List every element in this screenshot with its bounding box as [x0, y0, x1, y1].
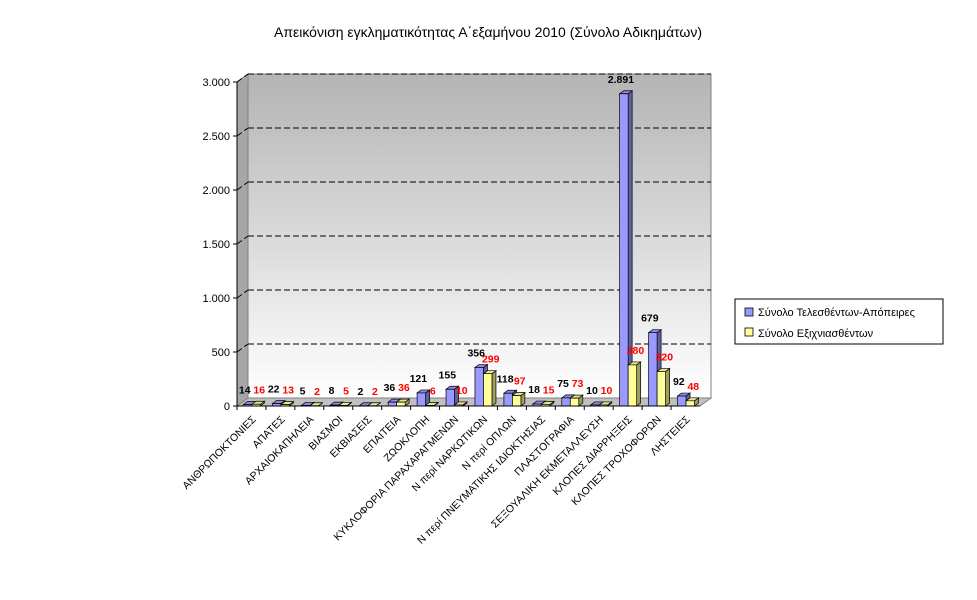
bar-telesthenton-face	[416, 392, 426, 407]
gridline-side	[236, 343, 249, 353]
data-label-exichniasthenton: 36	[398, 382, 410, 394]
chart-title: Απεικόνιση εγκληματικότητας Α΄εξαμήνου 2…	[274, 24, 702, 40]
data-label-telesthenton: 22	[268, 384, 280, 396]
y-tick-label: 1.500	[202, 239, 230, 251]
bar-telesthenton-face	[677, 395, 687, 407]
data-label-exichniasthenton: 2	[314, 386, 320, 398]
gridline-side	[236, 181, 249, 191]
bar-telesthenton-face	[503, 392, 513, 407]
data-label-telesthenton: 75	[557, 378, 569, 390]
bar-telesthenton-face	[387, 401, 398, 407]
bar-telesthenton-face	[619, 93, 629, 407]
legend-swatch-exichniasthenton	[744, 327, 754, 337]
data-label-exichniasthenton: 299	[482, 354, 500, 366]
data-label-exichniasthenton: 6	[430, 385, 436, 397]
bar-exichniasthenton-face	[396, 401, 406, 407]
bar-exichniasthenton-face	[656, 371, 666, 407]
bar-exichniasthenton-face	[685, 400, 695, 407]
gridline-side	[236, 73, 249, 83]
data-label-telesthenton: 2.891	[608, 74, 634, 86]
data-label-telesthenton: 118	[497, 373, 514, 385]
data-label-telesthenton: 5	[300, 385, 306, 397]
data-label-exichniasthenton: 13	[282, 385, 294, 397]
data-label-exichniasthenton: 10	[601, 385, 613, 397]
bar-exichniasthenton	[684, 397, 700, 407]
data-label-telesthenton: 121	[410, 373, 428, 385]
data-label-exichniasthenton: 5	[343, 385, 349, 397]
gridline-side	[236, 127, 249, 137]
bar-telesthenton-face	[445, 388, 455, 407]
bar-exichniasthenton	[482, 370, 498, 407]
data-label-telesthenton: 92	[673, 376, 685, 388]
data-label-telesthenton: 155	[439, 369, 457, 381]
bar-exichniasthenton-face	[636, 361, 642, 407]
legend-box	[734, 298, 944, 345]
data-label-telesthenton: 356	[467, 348, 485, 360]
data-label-exichniasthenton: 380	[627, 345, 645, 357]
y-tick-label: 2.500	[202, 131, 230, 143]
data-label-exichniasthenton: 15	[543, 384, 555, 396]
data-label-exichniasthenton: 73	[572, 378, 584, 390]
bar-exichniasthenton-face	[512, 395, 522, 407]
data-label-telesthenton: 2	[358, 386, 364, 398]
bar-telesthenton	[416, 389, 431, 407]
bar-exichniasthenton-face	[569, 397, 580, 407]
bar-exichniasthenton	[627, 361, 642, 407]
bar-telesthenton-face	[627, 90, 633, 407]
legend-label-exichniasthenton: Σύνολο Εξιχνιασθέντων	[758, 328, 874, 340]
bar-telesthenton-face	[648, 332, 658, 407]
bar-exichniasthenton	[511, 391, 526, 407]
bar-exichniasthenton-face	[627, 364, 638, 407]
gridline-side	[236, 289, 249, 299]
y-tick-label: 0	[224, 401, 230, 413]
data-label-exichniasthenton: 2	[372, 386, 378, 398]
y-tick-label: 3.000	[202, 77, 230, 89]
data-label-telesthenton: 36	[384, 382, 396, 394]
legend-label-telesthenton: Σύνολο Τελεσθέντων-Απόπειρες	[758, 307, 915, 319]
bar-exichniasthenton	[656, 367, 671, 407]
data-label-exichniasthenton: 16	[253, 384, 265, 396]
data-label-exichniasthenton: 48	[687, 381, 699, 393]
data-label-telesthenton: 679	[641, 313, 659, 325]
bar-telesthenton-face	[474, 367, 484, 407]
data-label-telesthenton: 14	[239, 384, 251, 396]
data-label-exichniasthenton: 10	[456, 385, 468, 397]
bar-exichniasthenton	[569, 394, 584, 407]
bar-exichniasthenton-face	[665, 367, 670, 407]
legend: Σύνολο Τελεσθέντων-Απόπειρες Σύνολο Εξιχ…	[734, 298, 944, 345]
bar-telesthenton	[618, 90, 634, 407]
data-label-exichniasthenton: 97	[514, 376, 526, 388]
bar-exichniasthenton-face	[483, 373, 493, 407]
data-label-telesthenton: 18	[528, 384, 540, 396]
gridline-side	[236, 235, 249, 245]
bar-telesthenton-face	[561, 397, 571, 407]
data-label-exichniasthenton: 320	[656, 351, 674, 363]
y-tick-label: 500	[212, 347, 230, 359]
data-label-telesthenton: 8	[329, 385, 335, 397]
side-wall	[236, 73, 249, 407]
bar-exichniasthenton-face	[491, 370, 497, 407]
legend-swatch-telesthenton	[744, 307, 754, 317]
data-label-telesthenton: 10	[586, 385, 598, 397]
y-tick-label: 1.000	[202, 293, 230, 305]
y-tick-label: 2.000	[202, 185, 230, 197]
